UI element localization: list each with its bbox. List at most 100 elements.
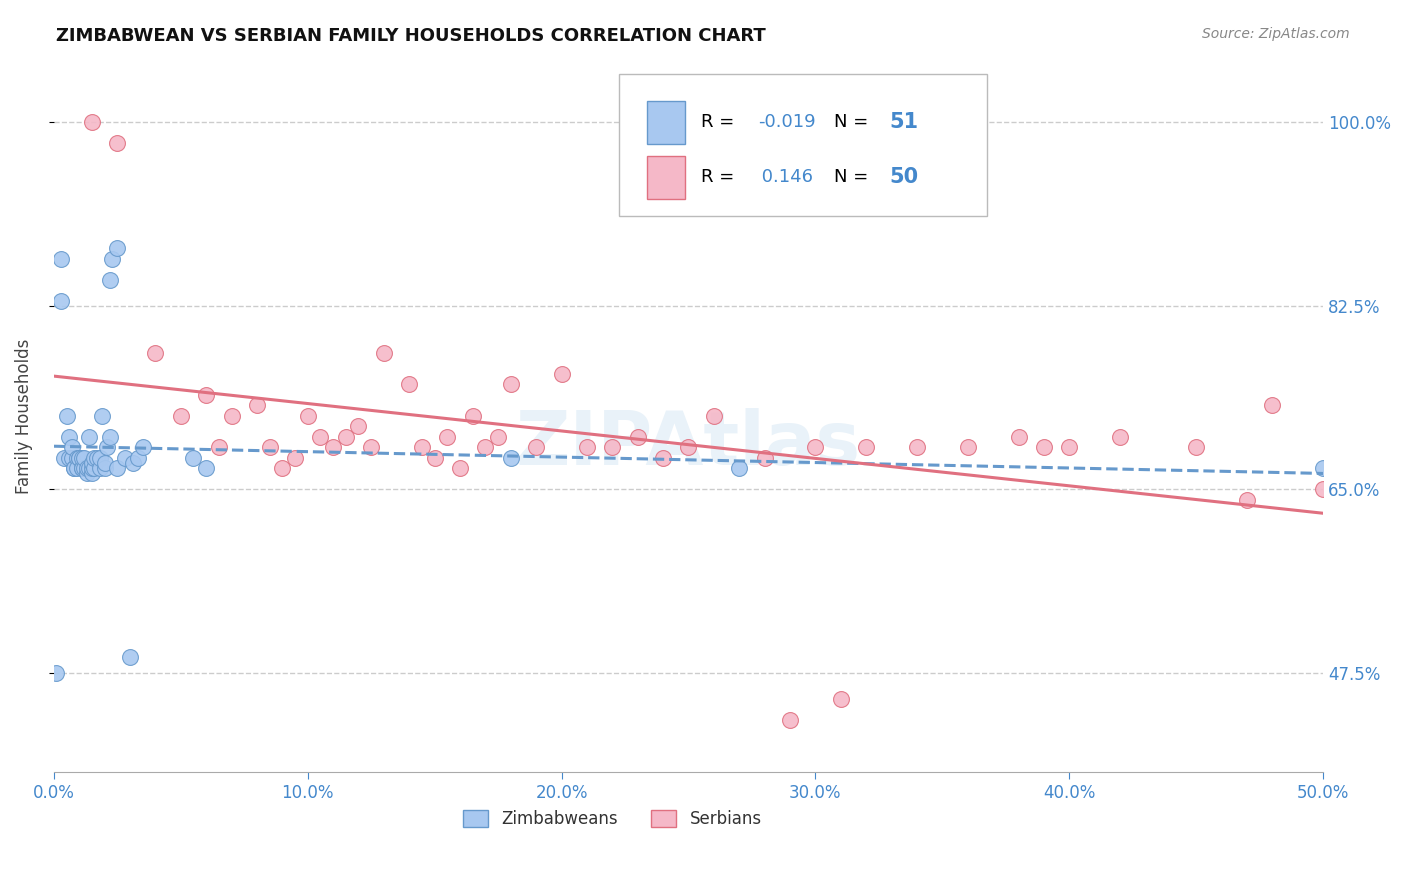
Point (83, 450, 105, 465)
Point (70, 461, 93, 475)
Point (284, 450, 307, 465)
Point (373, 346, 395, 360)
Point (271, 461, 294, 475)
Point (1312, 461, 1334, 475)
Text: -0.019: -0.019 (758, 113, 815, 131)
Point (76, 467, 98, 481)
Point (1032, 440, 1054, 454)
Point (105, 461, 128, 475)
Point (297, 409, 319, 423)
Point (70, 450, 93, 465)
Point (423, 450, 446, 465)
Text: N =: N = (834, 113, 875, 131)
Point (411, 440, 433, 454)
Point (80, 115, 103, 129)
Point (73, 461, 96, 475)
Point (779, 713, 801, 727)
Point (121, 456, 143, 470)
Point (131, 440, 153, 454)
Point (63, 461, 86, 475)
Point (93, 461, 115, 475)
Text: R =: R = (702, 169, 740, 186)
Point (1261, 398, 1284, 412)
Point (80, 467, 103, 481)
Point (804, 440, 827, 454)
Point (449, 461, 471, 475)
Point (79, 430, 101, 444)
Point (678, 440, 700, 454)
Point (474, 440, 496, 454)
Point (127, 450, 149, 465)
Point (550, 367, 572, 381)
Point (66, 450, 89, 465)
Point (98, 272, 121, 286)
Point (60, 450, 83, 465)
Point (246, 398, 269, 412)
Point (221, 409, 243, 423)
Point (1109, 430, 1132, 444)
FancyBboxPatch shape (619, 74, 987, 217)
Point (602, 440, 624, 454)
Point (60, 440, 83, 454)
Point (79, 461, 101, 475)
Point (1185, 440, 1208, 454)
Point (80, 456, 103, 470)
Point (347, 419, 370, 434)
Point (195, 461, 218, 475)
Point (67, 450, 90, 465)
Point (91, 409, 114, 423)
Point (73, 450, 96, 465)
Point (1059, 440, 1081, 454)
Point (652, 450, 675, 465)
Point (754, 450, 776, 465)
Point (486, 430, 509, 444)
Point (436, 430, 458, 444)
Y-axis label: Family Households: Family Households (15, 338, 32, 493)
Point (575, 440, 598, 454)
Point (398, 377, 420, 392)
Point (259, 440, 281, 454)
Point (101, 252, 124, 266)
Point (53, 450, 76, 465)
Point (55, 409, 77, 423)
Point (118, 649, 141, 664)
Text: 0.146: 0.146 (756, 169, 813, 186)
Point (114, 450, 136, 465)
FancyBboxPatch shape (647, 101, 685, 144)
Point (322, 440, 344, 454)
Point (728, 461, 751, 475)
Point (76, 461, 98, 475)
Point (360, 440, 382, 454)
Point (855, 440, 877, 454)
Point (1236, 492, 1258, 507)
Point (309, 430, 332, 444)
Point (145, 346, 167, 360)
Point (89, 461, 111, 475)
Point (51, 293, 73, 308)
Point (98, 430, 121, 444)
Text: ZIMBABWEAN VS SERBIAN FAMILY HOUSEHOLDS CORRELATION CHART: ZIMBABWEAN VS SERBIAN FAMILY HOUSEHOLDS … (56, 27, 766, 45)
Point (183, 450, 205, 465)
Text: N =: N = (834, 169, 875, 186)
Point (89, 450, 111, 465)
Point (70, 461, 93, 475)
Point (499, 377, 522, 392)
Point (67, 450, 90, 465)
Point (208, 440, 231, 454)
Point (905, 440, 928, 454)
Point (58, 450, 80, 465)
Point (86, 450, 108, 465)
Point (1007, 430, 1029, 444)
Point (105, 136, 128, 151)
Point (96, 440, 118, 454)
Legend: Zimbabweans, Serbians: Zimbabweans, Serbians (457, 804, 768, 835)
Point (170, 409, 193, 423)
Text: 50: 50 (889, 167, 918, 187)
Point (499, 450, 522, 465)
Point (956, 440, 979, 454)
Point (66, 461, 89, 475)
Point (195, 388, 218, 402)
Text: Source: ZipAtlas.com: Source: ZipAtlas.com (1202, 27, 1350, 41)
Point (63, 461, 86, 475)
Point (80, 461, 103, 475)
